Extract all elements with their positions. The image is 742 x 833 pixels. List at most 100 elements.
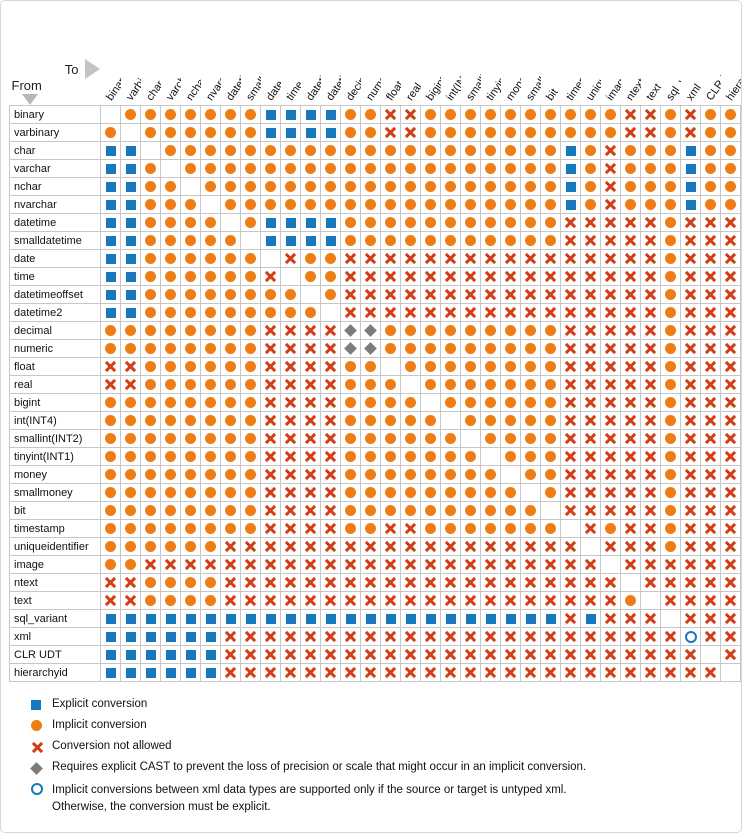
not-allowed-icon — [285, 379, 297, 391]
implicit-conversion-icon — [585, 127, 596, 138]
cell-tinyint-int1-to-varchar — [160, 447, 181, 466]
implicit-conversion-icon — [365, 217, 376, 228]
not-allowed-icon — [145, 559, 157, 571]
explicit-conversion-icon — [305, 127, 316, 138]
cell-datetime-to-clr-udt — [700, 213, 721, 232]
cell-clr-udt-to-clr-udt — [700, 645, 721, 664]
cell-decimal-to-bit — [540, 321, 561, 340]
cell-varchar-to-smallint-int2 — [460, 159, 481, 178]
implicit-conversion-icon — [585, 181, 596, 192]
cell-real-to-bit — [540, 375, 561, 394]
cell-uniqueidentifier-to-datetimeoffset — [300, 537, 321, 556]
not-allowed-icon — [305, 667, 317, 679]
cell-ntext-to-text — [640, 573, 661, 592]
implicit-conversion-icon — [205, 271, 216, 282]
cell-nvarchar-to-clr-udt — [700, 195, 721, 214]
table-row: CLR UDT — [9, 645, 741, 664]
implicit-conversion-icon — [445, 181, 456, 192]
cell-money-to-datetime2 — [320, 465, 341, 484]
cell-nchar-to-binary — [100, 177, 121, 196]
not-allowed-icon — [565, 577, 577, 589]
implicit-conversion-icon — [345, 109, 356, 120]
cell-char-to-time — [280, 141, 301, 160]
legend-item-xml-note: Implicit conversions between xml data ty… — [31, 782, 741, 815]
cell-smallint-int2-to-smallmoney — [520, 429, 541, 448]
cell-binary-to-smallint-int2 — [460, 105, 481, 124]
not-allowed-icon — [545, 577, 557, 589]
cell-nchar-to-char — [140, 177, 161, 196]
cell-clr-udt-to-bit — [540, 645, 561, 664]
implicit-conversion-icon — [545, 217, 556, 228]
implicit-conversion-icon — [485, 181, 496, 192]
implicit-conversion-icon — [105, 415, 116, 426]
cell-datetimeoffset-to-tinyint-int1 — [480, 285, 501, 304]
cell-nchar-to-decimal — [340, 177, 361, 196]
not-allowed-icon — [525, 253, 537, 265]
cell-bit-to-tinyint-int1 — [480, 501, 501, 520]
cell-datetime2-to-nchar — [180, 303, 201, 322]
cell-int-int4-to-time — [280, 411, 301, 430]
col-label-datetime2: datetime2 — [320, 7, 361, 106]
cell-real-to-datetime2 — [320, 375, 341, 394]
not-allowed-icon — [645, 487, 657, 499]
not-allowed-icon — [265, 451, 277, 463]
cell-smallint-int2-to-binary — [100, 429, 121, 448]
implicit-conversion-icon — [525, 415, 536, 426]
cell-sql-variant-to-money — [500, 609, 521, 628]
implicit-conversion-icon — [425, 181, 436, 192]
cell-sql-variant-to-smallint-int2 — [460, 609, 481, 628]
implicit-conversion-icon — [485, 397, 496, 408]
cell-bit-to-bigint — [420, 501, 441, 520]
cell-text-to-smallint-int2 — [460, 591, 481, 610]
not-allowed-icon — [425, 307, 437, 319]
cell-int-int4-to-numeric — [360, 411, 381, 430]
implicit-conversion-icon — [525, 469, 536, 480]
implicit-conversion-icon — [165, 307, 176, 318]
cell-xml-to-tinyint-int1 — [480, 627, 501, 646]
implicit-conversion-icon — [485, 325, 496, 336]
implicit-conversion-icon — [305, 163, 316, 174]
implicit-conversion-icon — [645, 163, 656, 174]
not-allowed-icon — [305, 505, 317, 517]
cell-ntext-to-hierarchyid — [720, 573, 741, 592]
cell-real-to-float — [380, 375, 401, 394]
implicit-conversion-icon — [465, 469, 476, 480]
cell-image-to-sql-variant — [660, 555, 681, 574]
not-allowed-icon — [265, 433, 277, 445]
implicit-conversion-icon — [165, 289, 176, 300]
implicit-conversion-icon — [165, 181, 176, 192]
cell-int-int4-to-datetime — [220, 411, 241, 430]
cell-binary-to-xml — [680, 105, 701, 124]
cell-timestamp-to-datetime2 — [320, 519, 341, 538]
cell-bigint-to-nvarchar — [200, 393, 221, 412]
explicit-conversion-icon — [445, 613, 456, 624]
cell-smallmoney-to-datetimeoffset — [300, 483, 321, 502]
not-allowed-icon — [525, 307, 537, 319]
cell-smallmoney-to-binary — [100, 483, 121, 502]
implicit-conversion-icon — [245, 361, 256, 372]
explicit-conversion-icon — [225, 613, 236, 624]
not-allowed-icon — [185, 559, 197, 571]
cell-nvarchar-to-nchar — [180, 195, 201, 214]
cell-real-to-nvarchar — [200, 375, 221, 394]
cell-timestamp-to-uniqueidentifier — [580, 519, 601, 538]
cell-text-to-text — [640, 591, 661, 610]
implicit-conversion-icon — [205, 361, 216, 372]
implicit-conversion-icon — [545, 433, 556, 444]
implicit-conversion-icon — [145, 541, 156, 552]
not-allowed-icon — [705, 271, 717, 283]
cell-datetimeoffset-to-uniqueidentifier — [580, 285, 601, 304]
implicit-conversion-icon — [225, 127, 236, 138]
implicit-conversion-icon — [445, 145, 456, 156]
implicit-conversion-icon — [525, 109, 536, 120]
cell-tinyint-int1-to-nvarchar — [200, 447, 221, 466]
cell-int-int4-to-money — [500, 411, 521, 430]
cell-char-to-bit — [540, 141, 561, 160]
cell-sql-variant-to-real — [400, 609, 421, 628]
cell-xml-to-datetime2 — [320, 627, 341, 646]
cell-datetime2-to-varchar — [160, 303, 181, 322]
cell-uniqueidentifier-to-nchar — [180, 537, 201, 556]
not-allowed-icon — [705, 289, 717, 301]
col-label-money: money — [500, 7, 532, 106]
